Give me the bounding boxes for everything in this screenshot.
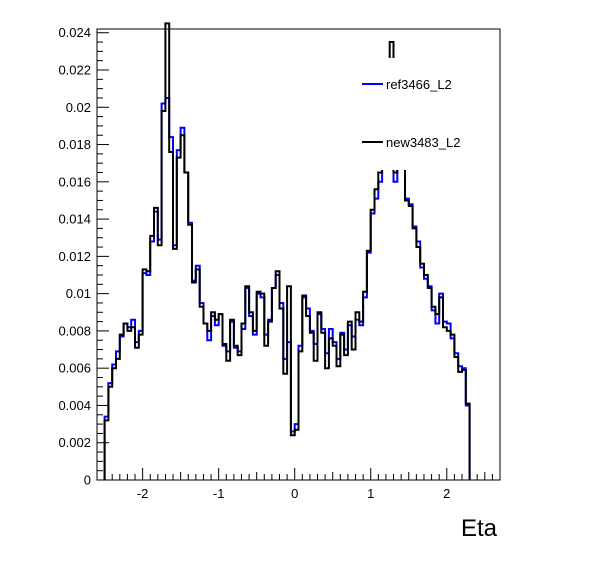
y-tick-label: 0.016: [58, 174, 91, 189]
y-tick-label: 0: [84, 473, 91, 488]
y-axis: 0 0.002 0.004 0.006 0.008 0.01 0.012 0.014 0.016…: [58, 25, 109, 488]
x-axis: -2 -1 0 1 2: [96, 468, 501, 501]
series-line-1: [103, 22, 471, 480]
x-tick-label: -2: [137, 486, 149, 501]
y-tick-label: 0.014: [58, 212, 91, 227]
y-tick-label: 0.02: [66, 100, 91, 115]
plot-frame: [96, 28, 501, 481]
x-axis-title: Eta: [461, 515, 498, 542]
y-tick-label: 0.022: [58, 63, 91, 78]
legend: ref3466_L2 new3483_L2: [358, 58, 472, 170]
x-tick-label: 1: [367, 486, 374, 501]
y-tick-label: 0.018: [58, 137, 91, 152]
y-tick-label: 0.01: [66, 286, 91, 301]
y-tick-label: 0.024: [58, 25, 91, 40]
y-tick-label: 0.008: [58, 323, 91, 338]
y-tick-label: 0.012: [58, 249, 91, 264]
legend-label-new: new3483_L2: [386, 135, 460, 150]
y-tick-label: 0.006: [58, 361, 91, 376]
x-tick-label: 0: [291, 486, 298, 501]
legend-label-ref: ref3466_L2: [386, 77, 452, 92]
x-tick-label: 2: [443, 486, 450, 501]
x-tick-label: -1: [213, 486, 225, 501]
legend-box: [358, 58, 472, 170]
y-tick-label: 0.002: [58, 435, 91, 450]
y-tick-label: 0.004: [58, 398, 91, 413]
series-layer: [103, 22, 471, 480]
